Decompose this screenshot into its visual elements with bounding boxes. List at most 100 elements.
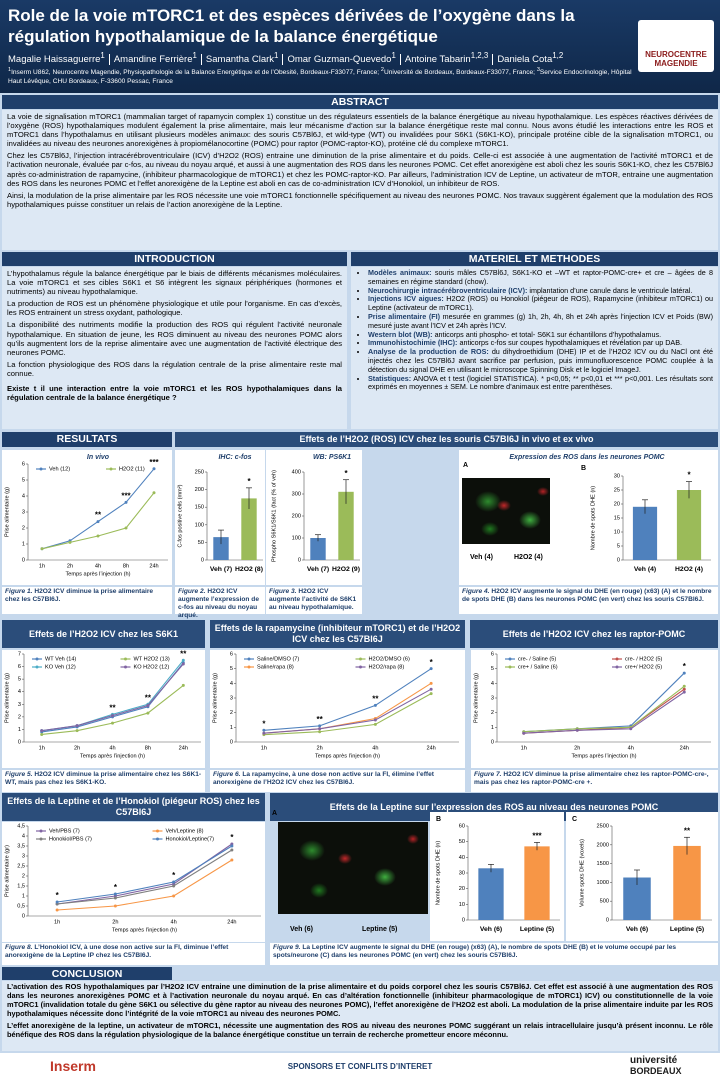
y-tick-label: 2500 [597, 823, 609, 829]
bar [632, 506, 658, 560]
figure-label: Figure 6. [213, 771, 241, 778]
logo-text: NEUROCENTRE [645, 50, 707, 59]
x-tick-label: 4h [95, 563, 101, 569]
x-tick-label: Veh (6) [480, 926, 502, 933]
data-point [152, 467, 156, 471]
legend-label: cre- / H2O2 (5) [625, 656, 662, 662]
paragraph: La voie de signalisation mTORC1 (mammali… [7, 112, 713, 149]
y-tick-label: 6 [491, 651, 494, 657]
bar [241, 498, 257, 560]
bar [338, 491, 354, 560]
method-item: Western blot (WB): anticorps anti phosph… [368, 330, 713, 340]
x-tick-label: 2h [74, 745, 80, 751]
chart: Expression des ROS dans les neurones POM… [459, 450, 718, 585]
y-tick-label: 1 [230, 725, 233, 731]
x-tick-label: 24h [426, 745, 435, 751]
method-label: Analyse de la production de ROS: [368, 347, 489, 357]
data-point [124, 500, 128, 504]
significance: *** [121, 492, 131, 501]
method-item: Analyse de la production de ROS: du dihy… [368, 347, 713, 374]
affiliation-text: Service Endocrinologie, Hôpital Haut Lév… [8, 69, 632, 86]
y-axis-label: Prise alimentaire (g) [212, 673, 218, 723]
bar [310, 538, 326, 560]
data-point [181, 662, 185, 666]
method-label: Neurochirurgie intracérébroventriculaire… [368, 285, 528, 295]
figure-caption: Figure 2. H2O2 ICV augmente l’expression… [175, 587, 265, 619]
x-tick-label: Veh (4) [634, 566, 656, 573]
data-point [113, 892, 117, 896]
author: Magalie Haissaguerre1 [8, 51, 109, 66]
data-point [111, 714, 114, 718]
chart-title: WB: PS6K1 [313, 454, 351, 461]
x-tick-label: 4h [109, 745, 115, 751]
question: Existe t il une interaction entre la voi… [7, 384, 342, 403]
method-text: implantation d’une canule dans le ventri… [529, 285, 693, 295]
author-affiliation: 1,2 [552, 51, 564, 60]
significance: ** [95, 511, 102, 520]
method-text: souris mâles C57Bl6J, S6K1-KO et –WT et … [368, 268, 713, 286]
section-heading: CONCLUSION [2, 967, 172, 980]
bar [524, 846, 550, 920]
figure-caption: Figure 1. H2O2 ICV diminue la prise alim… [2, 587, 172, 614]
data-point [113, 904, 117, 908]
y-tick-label: 2 [18, 714, 21, 720]
chart: IHC: c-fos 0 50 100 150 200 250 C-fos positive … [175, 450, 265, 585]
y-tick-label: 1500 [597, 861, 609, 867]
y-tick-label: 100 [195, 522, 204, 528]
y-tick-label: 4 [18, 689, 21, 695]
method-label: Modèles animaux: [368, 268, 432, 277]
series-line [41, 663, 184, 732]
x-tick-label: 1h [39, 745, 45, 751]
significance: * [430, 658, 434, 667]
data-point [75, 724, 79, 728]
series-line [263, 682, 432, 734]
method-label: Prise alimentaire (FI) [368, 311, 441, 321]
data-point [55, 900, 59, 904]
y-axis-label: Nombre de spots DHE (n) [590, 486, 596, 550]
paragraph: L’hypothalamus régule la balance énergét… [7, 269, 342, 297]
data-point [172, 880, 176, 884]
y-tick-label: 200 [292, 513, 301, 519]
y-tick-label: 2000 [597, 842, 609, 848]
data-point [230, 844, 234, 848]
affiliation-number: 1 [8, 67, 12, 73]
figure-label: Figure 2. [178, 588, 206, 595]
image-label: Veh (4) [470, 554, 493, 561]
y-tick-label: 50 [198, 540, 204, 546]
x-tick-label: 1h [54, 919, 60, 925]
x-tick-label: 24h [680, 745, 689, 751]
x-tick-label: Veh (7) [307, 566, 329, 573]
paragraph: Chez les C57Bl6J, l’injection intracéréb… [7, 151, 713, 188]
author-affiliation: 1 [274, 51, 279, 60]
methods-text: Modèles animaux: souris mâles C57Bl6J, S… [351, 267, 718, 429]
series-line [263, 688, 432, 734]
significance: * [172, 871, 176, 880]
author-name: Magalie Haissaguerre [8, 54, 101, 66]
header [0, 0, 720, 93]
y-tick-label: 0 [22, 557, 25, 563]
data-point [230, 858, 234, 862]
data-point [318, 724, 322, 728]
data-point [522, 731, 526, 735]
x-tick-label: 24h [149, 563, 158, 569]
data-point [629, 727, 633, 731]
significance: * [683, 662, 687, 671]
y-tick-label: 20 [459, 886, 465, 892]
x-tick-label: 24h [179, 745, 188, 751]
method-item: Immunohistochimie (IHC): anticorps c-fos… [368, 338, 713, 348]
author: Amandine Ferrière1 [108, 51, 201, 66]
y-tick-label: 15 [614, 515, 620, 521]
figure-text: La rapamycine, à une dose non active sur… [213, 771, 434, 786]
y-tick-label: 6 [230, 651, 233, 657]
y-tick-label: 400 [292, 469, 301, 475]
y-tick-label: 4,5 [17, 823, 25, 829]
chart: WB: PS6K1 0 100 200 300 400 Phospho S6K1/S6K1 … [266, 450, 362, 585]
figure-caption: Figure 8. L’Honokiol ICV, à une dose non… [2, 943, 265, 965]
panel-label: A [463, 462, 469, 469]
data-point [230, 848, 234, 852]
methods-list: Modèles animaux: souris mâles C57Bl6J, S… [356, 268, 713, 392]
legend-marker [124, 665, 127, 669]
legend-label: KO Veh (12) [45, 664, 76, 670]
significance: * [344, 469, 348, 478]
method-text: mesurée en grammes (g) 1h, 2h, 4h, 8h et… [368, 311, 713, 330]
